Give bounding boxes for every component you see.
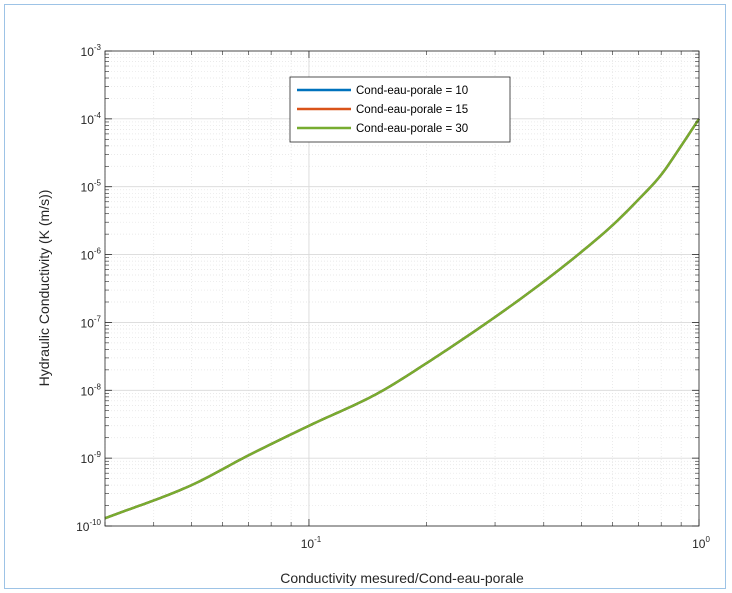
tick-marks [104, 50, 700, 527]
minor-grid [104, 51, 699, 526]
plot-box [104, 50, 700, 527]
legend-label-1: Cond-eau-porale = 10 [356, 85, 468, 97]
y-tick-label: 10-8 [81, 382, 102, 398]
y-tick-label: 10-9 [81, 450, 102, 466]
y-tick-label: 10-6 [81, 247, 102, 263]
y-tick-label: 10-4 [81, 111, 102, 127]
y-tick-labels: 10-10 10-9 10-8 10-7 10-6 10-5 10-4 10-3 [76, 43, 101, 534]
x-tick-labels: 10-1 100 [301, 535, 711, 551]
legend-label-2: Cond-eau-porale = 15 [356, 104, 468, 116]
y-tick-label: 10-7 [81, 314, 102, 330]
y-tick-label: 10-5 [81, 179, 102, 195]
y-axis-label: Hydraulic Conductivity (K (m/s)) [36, 190, 52, 387]
series-layer [104, 118, 701, 520]
y-tick-label: 10-3 [81, 43, 102, 59]
series-line-3 [104, 118, 701, 520]
x-tick-label: 100 [692, 535, 710, 551]
legend-label-3: Cond-eau-porale = 30 [356, 123, 468, 135]
x-tick-label: 10-1 [301, 535, 322, 551]
legend: Cond-eau-porale = 10 Cond-eau-porale = 15… [289, 76, 511, 143]
y-tick-label: 10-10 [76, 518, 101, 534]
x-axis-label: Conductivity mesured/Cond-eau-porale [280, 570, 524, 586]
